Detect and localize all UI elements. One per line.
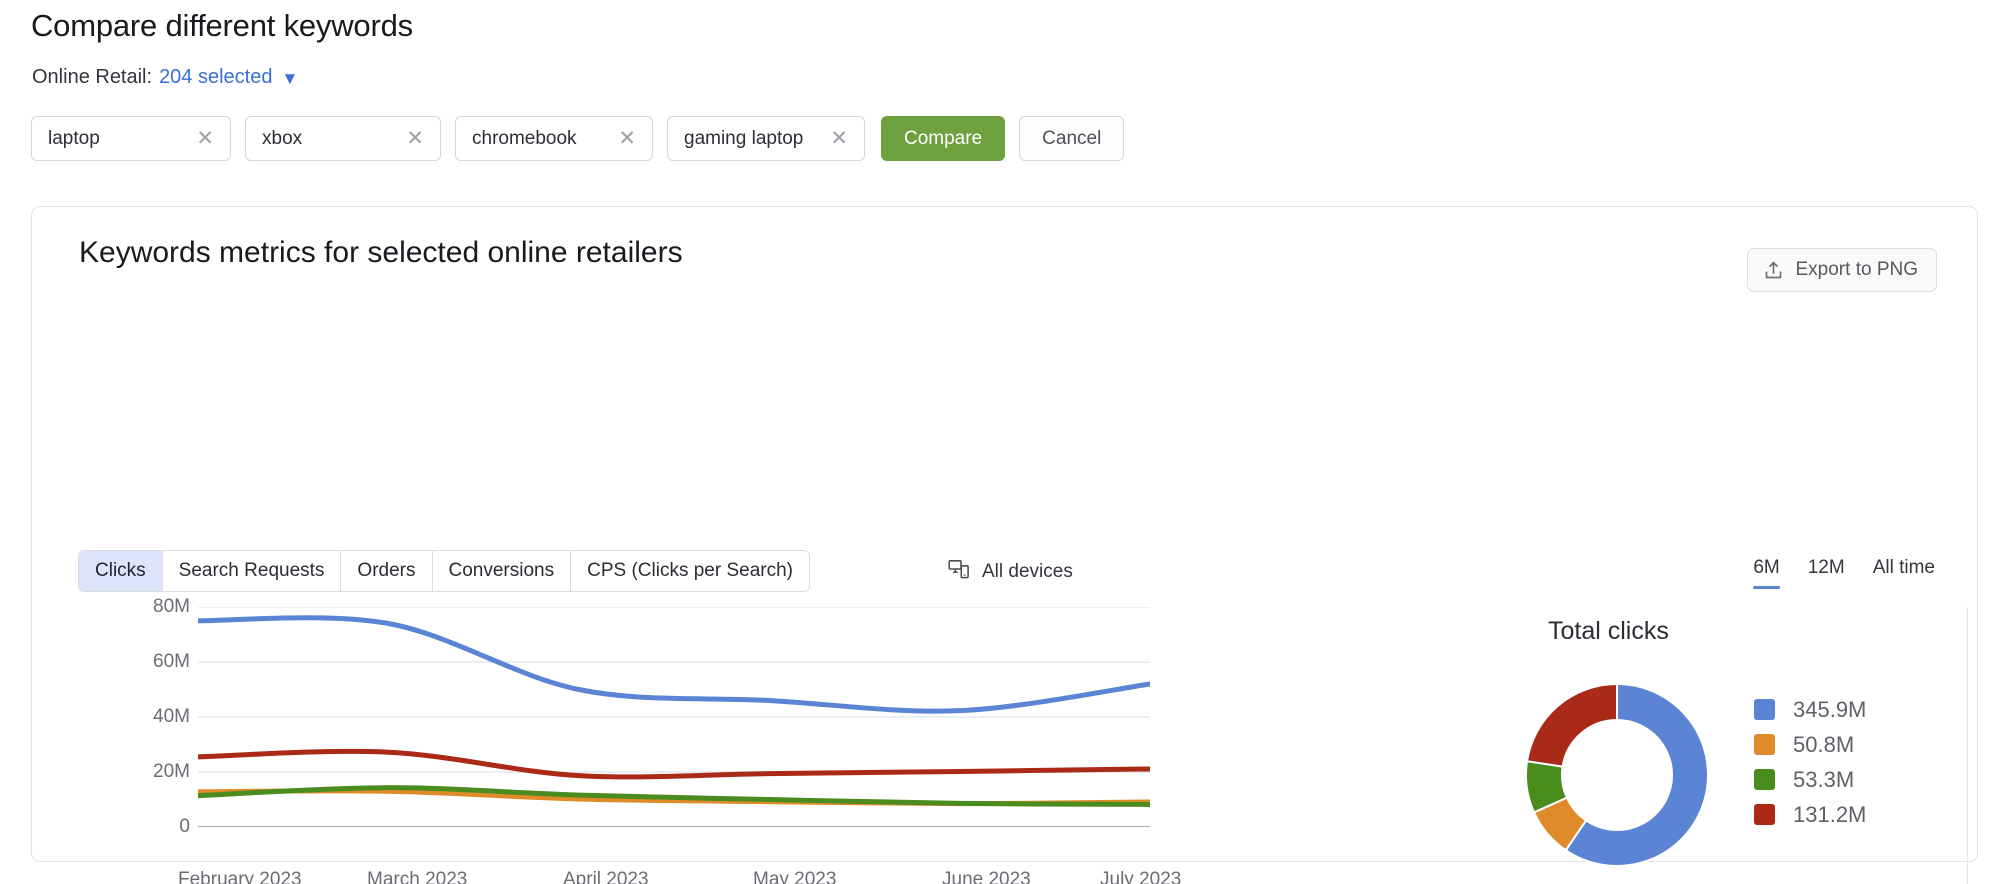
- x-tick-label: May 2023: [753, 869, 837, 884]
- close-icon[interactable]: ✕: [406, 127, 424, 150]
- line-chart-plot: [195, 606, 1153, 828]
- donut-swatch-xbox: [1754, 734, 1775, 755]
- category-selector: Online Retail: 204 selected ▼: [32, 66, 298, 89]
- clicks-line-chart: 0 20M 40M 60M 80M February 2023 March 2023 Apr…: [78, 596, 1181, 884]
- donut-swatch-gaming-laptop: [1754, 804, 1775, 825]
- donut-chart: [1522, 680, 1712, 870]
- line-series-gaming-laptop: [195, 748, 1153, 780]
- close-icon[interactable]: ✕: [196, 127, 214, 150]
- cancel-button[interactable]: Cancel: [1019, 116, 1125, 161]
- selected-count-link[interactable]: 204 selected: [159, 66, 273, 88]
- keyword-input-2[interactable]: xbox ✕: [245, 116, 441, 161]
- donut-value-xbox: 50.8M: [1793, 731, 1855, 757]
- y-tick-label: 60M: [153, 651, 190, 672]
- x-tick-label: July 2023: [1100, 869, 1182, 884]
- donut-legend-row-1: 345.9M: [1754, 692, 1866, 727]
- donut-title: Total clicks: [1548, 617, 1669, 645]
- compare-button[interactable]: Compare: [881, 116, 1006, 161]
- tab-search-requests[interactable]: Search Requests: [162, 551, 342, 591]
- x-tick-label: March 2023: [367, 869, 468, 884]
- export-to-png-button[interactable]: Export to PNG: [1746, 248, 1937, 292]
- x-axis-labels: February 2023 March 2023 April 2023 May 202…: [78, 869, 1181, 884]
- all-devices-label: All devices: [982, 561, 1073, 582]
- y-tick-label: 0: [179, 816, 190, 837]
- donut-value-gaming-laptop: 131.2M: [1793, 801, 1867, 827]
- line-chart-svg: [195, 606, 1153, 828]
- category-label: Online Retail:: [32, 66, 153, 88]
- metric-tabs: Clicks Search Requests Orders Conversion…: [78, 550, 810, 592]
- tab-cps[interactable]: CPS (Clicks per Search): [571, 551, 809, 591]
- close-icon[interactable]: ✕: [618, 127, 636, 150]
- metrics-card: Keywords metrics for selected online ret…: [31, 206, 1978, 884]
- close-icon[interactable]: ✕: [830, 127, 848, 150]
- keyword-value-4: gaming laptop: [684, 127, 804, 149]
- tab-clicks[interactable]: Clicks: [79, 551, 163, 591]
- y-axis-labels: 0 20M 40M 60M 80M: [78, 596, 190, 857]
- donut-slice-gaming-laptop: [1525, 682, 1618, 768]
- keyword-value-2: xbox: [262, 127, 303, 149]
- y-tick-label: 40M: [153, 706, 190, 727]
- donut-chart-svg: [1525, 682, 1709, 867]
- upload-icon: [1763, 260, 1784, 281]
- line-series-chromebook: [195, 785, 1153, 807]
- keyword-value-1: laptop: [48, 127, 100, 149]
- tab-conversions[interactable]: Conversions: [432, 551, 572, 591]
- donut-legend-row-2: 50.8M: [1754, 727, 1866, 762]
- chevron-down-icon[interactable]: ▼: [281, 69, 299, 88]
- panel-divider: [1967, 607, 1968, 884]
- page-title: Compare different keywords: [31, 8, 413, 43]
- tab-orders[interactable]: Orders: [341, 551, 433, 591]
- donut-legend-row-3: 53.3M: [1754, 762, 1866, 797]
- x-tick-label: June 2023: [942, 869, 1031, 884]
- x-tick-label: February 2023: [178, 869, 302, 884]
- keyword-chips-row: laptop ✕ xbox ✕ chromebook ✕ gaming lapt…: [31, 116, 1125, 161]
- range-6m[interactable]: 6M: [1753, 557, 1781, 589]
- keyword-value-3: chromebook: [472, 127, 577, 149]
- x-tick-label: April 2023: [563, 869, 649, 884]
- keyword-input-1[interactable]: laptop ✕: [31, 116, 231, 161]
- donut-swatch-laptop: [1754, 699, 1775, 720]
- donut-value-laptop: 345.9M: [1793, 696, 1867, 722]
- range-12m[interactable]: 12M: [1807, 557, 1845, 578]
- keyword-input-4[interactable]: gaming laptop ✕: [667, 116, 865, 161]
- range-all-time[interactable]: All time: [1872, 557, 1935, 578]
- time-range-selector: 6M 12M All time: [1753, 557, 1935, 589]
- total-clicks-panel: Total clicks 345.9M 50.8M 53.3M: [1492, 607, 1962, 884]
- card-title: Keywords metrics for selected online ret…: [79, 236, 683, 269]
- y-tick-label: 80M: [153, 596, 190, 617]
- donut-legend: 345.9M 50.8M 53.3M 131.2M: [1754, 692, 1866, 832]
- donut-slice-laptop: [1564, 682, 1709, 867]
- donut-swatch-chromebook: [1754, 769, 1775, 790]
- line-series-laptop: [195, 615, 1153, 714]
- donut-value-chromebook: 53.3M: [1793, 766, 1855, 792]
- donut-legend-row-4: 131.2M: [1754, 797, 1866, 832]
- y-tick-label: 20M: [153, 761, 190, 782]
- keyword-input-3[interactable]: chromebook ✕: [455, 116, 653, 161]
- all-devices-filter[interactable]: All devices: [948, 559, 1073, 585]
- devices-icon: [948, 559, 970, 585]
- export-button-label: Export to PNG: [1795, 259, 1919, 280]
